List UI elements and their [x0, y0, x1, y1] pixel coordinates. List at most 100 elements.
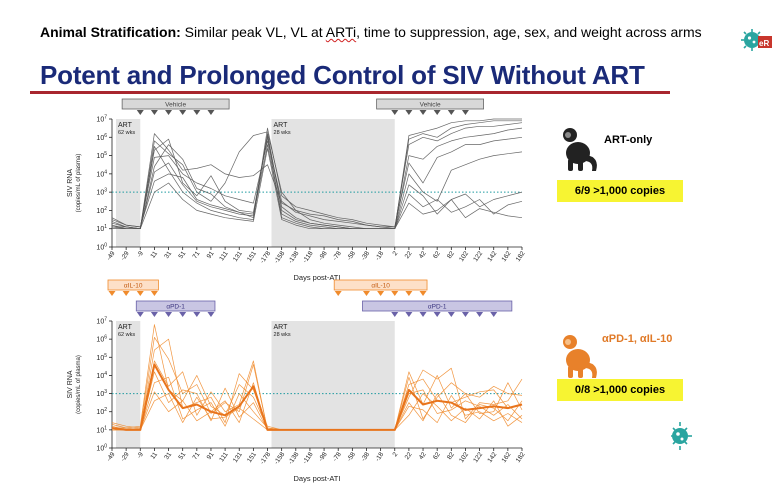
x-tick-label: 122: [472, 250, 484, 263]
dosing-label: Vehicle: [420, 102, 441, 109]
mean-line: [111, 363, 523, 431]
dose-arrow: [476, 312, 484, 317]
x-tick-label: 2: [392, 451, 400, 458]
art-period-sublabel: 28 wks: [274, 332, 291, 338]
dose-arrow: [433, 312, 441, 317]
arti-term: ARTi: [325, 24, 357, 40]
x-tick-label: 131: [232, 250, 244, 263]
art-period-label: ART: [118, 122, 133, 129]
y-tick-label: 101: [96, 425, 107, 434]
dose-arrow: [150, 291, 158, 296]
copies-highlight: 0/8 >1,000 copies: [557, 379, 683, 401]
x-tick-label: 51: [177, 250, 187, 260]
erar-logo-icon: eR: [741, 26, 773, 59]
dose-arrow: [405, 312, 413, 317]
series-line: [112, 118, 522, 230]
dose-arrow: [179, 110, 187, 115]
x-tick-label: 62: [432, 250, 442, 260]
x-tick-label: 102: [458, 250, 470, 263]
art-shaded-period: [271, 321, 395, 448]
y-tick-label: 106: [96, 133, 107, 142]
dosing-bar: [376, 98, 484, 110]
y-tick-label: 101: [96, 224, 107, 233]
x-tick-label: 102: [458, 451, 470, 464]
dose-arrow: [334, 291, 342, 296]
slide-title: Potent and Prolonged Control of SIV With…: [40, 60, 645, 90]
dose-arrow: [433, 110, 441, 115]
x-axis-label: Days post-ATI: [294, 273, 341, 282]
dose-arrow: [362, 291, 370, 296]
dose-arrow: [405, 110, 413, 115]
dosing-label: αPD-1: [428, 304, 447, 311]
x-tick-label: -138: [287, 250, 300, 265]
x-tick-label: 182: [515, 451, 527, 464]
x-tick-label: -38: [360, 451, 371, 463]
dose-arrow: [136, 110, 144, 115]
x-tick-label: 22: [404, 451, 414, 461]
art-period-sublabel: 62 wks: [118, 130, 135, 136]
x-tick-label: -18: [374, 250, 385, 262]
series-line: [111, 122, 523, 230]
series-line: [111, 136, 523, 230]
monkey-icon: [556, 332, 600, 385]
y-tick-label: 107: [96, 317, 107, 326]
virus-icon: [671, 416, 693, 459]
dosing-label: αIL-10: [371, 283, 390, 290]
dose-arrow: [150, 110, 158, 115]
dosing-bar: [107, 279, 159, 291]
art-period-label: ART: [274, 122, 289, 129]
x-tick-label: 151: [246, 451, 258, 464]
dose-arrow: [391, 312, 399, 317]
x-tick-label: -78: [332, 451, 343, 463]
x-tick-label: 22: [404, 250, 414, 260]
x-tick-label: 91: [206, 451, 216, 461]
group-label-treated: αPD-1, αIL-10: [602, 333, 673, 345]
x-tick-label: -29: [120, 250, 131, 262]
x-tick-label: -18: [374, 451, 385, 463]
x-tick-label: 42: [418, 250, 428, 260]
art-period-sublabel: 28 wks: [274, 130, 291, 136]
x-tick-label: -49: [106, 451, 117, 463]
dose-arrow: [122, 291, 130, 296]
dose-arrow: [207, 312, 215, 317]
y-tick-label: 104: [96, 169, 107, 178]
dose-arrow: [419, 291, 427, 296]
x-tick-label: -9: [136, 451, 145, 460]
x-tick-label: -78: [332, 250, 343, 262]
dose-arrow: [165, 110, 173, 115]
art-period-sublabel: 62 wks: [118, 332, 135, 338]
title-rule: [30, 91, 670, 94]
x-tick-label: -118: [302, 451, 315, 466]
x-tick-label: -58: [346, 250, 357, 262]
dose-arrow: [150, 312, 158, 317]
y-tick-label: 104: [96, 371, 107, 380]
dosing-bar: [362, 300, 513, 312]
x-tick-label: -98: [318, 250, 329, 262]
dose-arrow: [207, 110, 215, 115]
x-tick-label: -158: [273, 451, 286, 466]
series-line: [111, 120, 522, 230]
series-line: [111, 133, 523, 230]
dose-arrow: [447, 110, 455, 115]
dose-arrow: [419, 312, 427, 317]
dose-arrow: [136, 291, 144, 296]
x-tick-label: -118: [302, 250, 315, 265]
x-tick-label: 71: [192, 451, 202, 461]
x-tick-label: -58: [346, 451, 357, 463]
stratification-note: Animal Stratification: Similar peak VL, …: [40, 24, 702, 40]
dose-arrow: [419, 110, 427, 115]
y-tick-label: 103: [96, 389, 107, 398]
monkey-icon: [556, 125, 600, 178]
dose-arrow: [405, 291, 413, 296]
dose-arrow: [391, 110, 399, 115]
y-tick-label: 102: [96, 407, 107, 416]
x-tick-label: 91: [206, 250, 216, 260]
series-line: [111, 144, 523, 230]
y-tick-label: 105: [96, 353, 107, 362]
dose-arrow: [391, 291, 399, 296]
art-shaded-period: [271, 119, 395, 247]
copies-highlight: 6/9 >1,000 copies: [557, 180, 683, 202]
x-tick-label: -98: [318, 451, 329, 463]
dose-arrow: [461, 110, 469, 115]
